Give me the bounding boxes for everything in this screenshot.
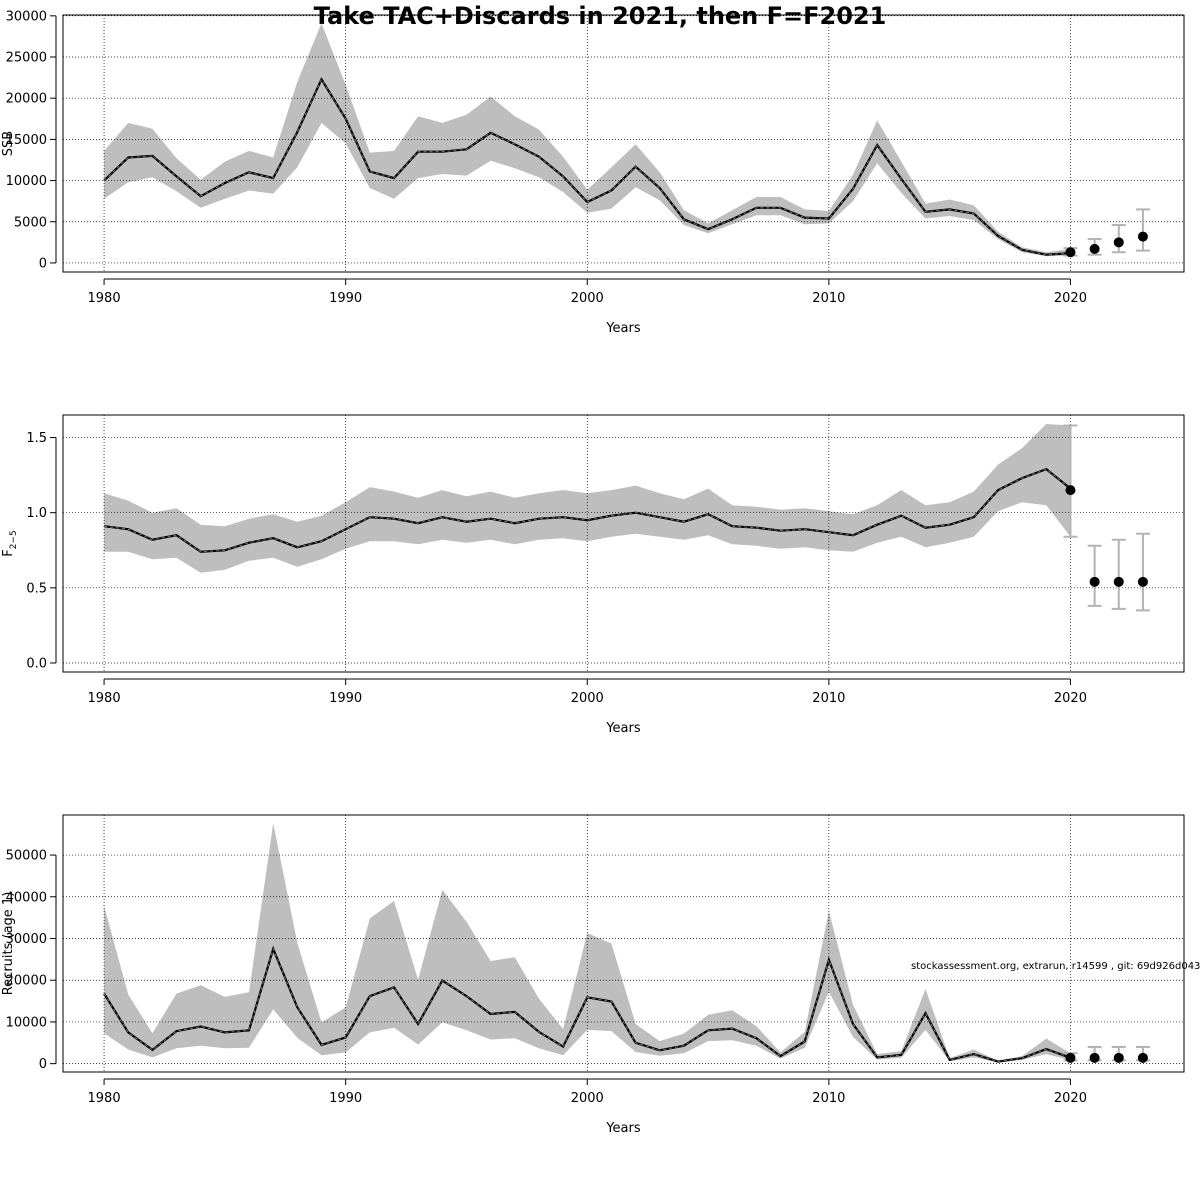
y-tick-label: 0.0 xyxy=(26,656,47,671)
y-axis-label-text: SSB xyxy=(1,131,16,156)
confidence-band xyxy=(104,23,1071,257)
y-axis-label-subscript: 2−5 xyxy=(9,530,19,549)
y-tick-label: 20000 xyxy=(6,974,47,989)
forecast-point xyxy=(1089,1052,1100,1063)
x-tick-label: 2000 xyxy=(571,691,604,706)
y-axis-label-text: Recruits (age 1) xyxy=(1,892,16,996)
x-tick-label: 1990 xyxy=(329,1091,362,1106)
y-tick-label: 40000 xyxy=(6,890,47,905)
forecast-point xyxy=(1113,237,1124,248)
forecast-point xyxy=(1065,247,1076,258)
x-tick-label: 1990 xyxy=(329,291,362,306)
y-tick-label: 50000 xyxy=(6,849,47,864)
plot-frame xyxy=(62,814,1185,1073)
confidence-band xyxy=(104,823,1071,1063)
x-tick-label: 2020 xyxy=(1054,691,1087,706)
plot-frame xyxy=(62,414,1185,673)
forecast-point xyxy=(1113,576,1124,587)
estimate-line-dashes xyxy=(104,468,1071,553)
y-tick-label: 10000 xyxy=(6,1015,47,1030)
y-axis-label: SSB xyxy=(1,131,16,156)
y-tick-label: 25000 xyxy=(6,51,47,66)
x-tick-label: 2020 xyxy=(1054,1091,1087,1106)
x-axis-label: Years xyxy=(605,721,641,736)
x-tick-label: 1980 xyxy=(88,291,121,306)
y-tick-label: 1.5 xyxy=(26,431,47,446)
x-axis-label: Years xyxy=(605,1121,641,1136)
y-axis-label: Recruits (age 1) xyxy=(1,892,16,996)
recruits-panel: 0 10000 20000 30000 40000 50000 1980 1990 2000 20… xyxy=(1,814,1185,1136)
forecast-point xyxy=(1089,243,1100,254)
y-tick-label: 30000 xyxy=(6,9,47,24)
forecast-point xyxy=(1137,576,1148,587)
x-tick-label: 2000 xyxy=(571,1091,604,1106)
x-axis-label: Years xyxy=(605,321,641,336)
y-tick-label: 0.5 xyxy=(26,581,47,596)
x-tick-label: 1980 xyxy=(88,691,121,706)
ssb-panel: 0 5000 10000 15000 20000 25000 30000 1980 1990 20… xyxy=(1,9,1185,336)
f-panel: 0.0 0.5 1.0 1.5 1980 1990 2000 2010 2020 Years F2−… xyxy=(1,414,1185,736)
estimate-line-dashes xyxy=(103,947,1071,1063)
y-tick-label: 1.0 xyxy=(26,506,47,521)
x-tick-label: 2000 xyxy=(571,291,604,306)
forecast-point xyxy=(1137,1052,1148,1063)
x-tick-label: 2010 xyxy=(812,291,845,306)
y-tick-label: 30000 xyxy=(6,932,47,947)
plot-frame xyxy=(62,14,1185,273)
y-tick-label: 10000 xyxy=(6,174,47,189)
footer-note: stockassessment.org, extrarun, r14599 , … xyxy=(911,961,1200,972)
x-tick-label: 2010 xyxy=(812,1091,845,1106)
y-axis-label: F2−5 xyxy=(1,530,19,556)
x-tick-label: 1990 xyxy=(329,691,362,706)
y-tick-label: 0 xyxy=(39,1057,47,1072)
y-tick-label: 15000 xyxy=(6,133,47,148)
y-tick-label: 0 xyxy=(39,256,47,271)
forecast-point xyxy=(1137,231,1148,242)
estimate-line-dashes xyxy=(103,78,1071,256)
forecast-point xyxy=(1113,1052,1124,1063)
x-tick-label: 2010 xyxy=(812,691,845,706)
y-tick-label: 5000 xyxy=(14,215,47,230)
forecast-point xyxy=(1065,1052,1076,1063)
x-tick-label: 2020 xyxy=(1054,291,1087,306)
x-tick-label: 1980 xyxy=(88,1091,121,1106)
y-tick-label: 20000 xyxy=(6,92,47,107)
forecast-point xyxy=(1089,576,1100,587)
forecast-point xyxy=(1065,485,1076,496)
y-axis-label-text: F xyxy=(1,549,16,556)
